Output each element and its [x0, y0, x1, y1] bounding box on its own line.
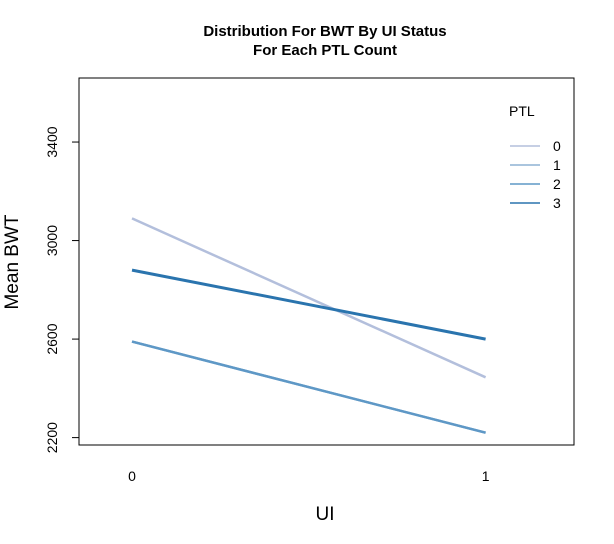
y-axis: 2200 2600 3000 3400 — [44, 102, 80, 453]
legend-title: PTL — [509, 103, 535, 119]
chart-subtitle: For Each PTL Count — [253, 42, 397, 59]
series-lines — [131, 217, 487, 434]
y-tick-label-0: 2200 — [44, 422, 60, 453]
series-line-ptl-2 — [131, 340, 486, 434]
x-tick-label-0: 0 — [128, 468, 136, 484]
legend: PTL 0 1 2 3 — [509, 103, 561, 211]
y-tick-label-3: 3400 — [44, 126, 60, 157]
y-tick-label-1: 2600 — [44, 323, 60, 354]
legend-label-ptl-2: 2 — [553, 176, 561, 192]
legend-label-ptl-0: 0 — [553, 138, 561, 154]
x-axis-label: UI — [316, 504, 335, 525]
series-line-ptl-3 — [131, 268, 486, 341]
y-axis-label: Mean BWT — [2, 214, 23, 309]
legend-items: 0 1 2 3 — [510, 138, 561, 211]
series-line-ptl-0 — [131, 217, 487, 379]
chart-title: Distribution For BWT By UI Status — [203, 23, 446, 40]
y-tick-label-2: 3000 — [44, 225, 60, 256]
legend-label-ptl-1: 1 — [553, 157, 561, 173]
legend-label-ptl-3: 3 — [553, 195, 561, 211]
x-tick-label-1: 1 — [482, 468, 490, 484]
